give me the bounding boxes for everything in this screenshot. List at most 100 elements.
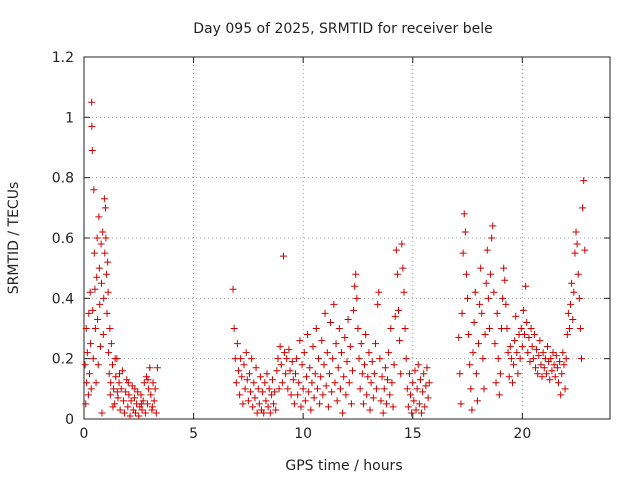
data-point [90, 249, 98, 257]
data-point [500, 264, 508, 272]
data-point [378, 373, 386, 381]
x-tick-label: 20 [513, 426, 531, 442]
data-point [573, 240, 581, 248]
data-point [355, 355, 363, 363]
data-point [151, 385, 159, 393]
data-point [338, 349, 346, 357]
data-point [477, 264, 485, 272]
data-point [381, 364, 389, 372]
data-point [336, 385, 344, 393]
data-point [462, 270, 470, 278]
data-point [389, 403, 397, 411]
data-point [108, 361, 116, 369]
data-point [503, 325, 511, 332]
data-point [339, 409, 347, 417]
data-point [460, 210, 468, 218]
data-point [267, 391, 275, 399]
data-point [85, 309, 93, 317]
data-point [96, 300, 104, 308]
data-point [388, 379, 396, 387]
data-point [332, 340, 340, 348]
data-point [402, 355, 410, 363]
data-point [87, 385, 95, 393]
data-point [137, 391, 145, 399]
data-point [418, 409, 426, 417]
data-point [86, 288, 94, 296]
data-point [111, 400, 119, 408]
data-point [95, 264, 103, 272]
data-point [507, 355, 515, 363]
data-point [351, 282, 359, 290]
data-point [531, 364, 539, 372]
data-point [504, 349, 512, 357]
data-point [578, 355, 586, 363]
data-point [465, 331, 473, 339]
data-point [88, 147, 96, 155]
data-point [564, 309, 572, 317]
data-point [538, 373, 546, 381]
data-point [252, 364, 260, 372]
y-axis-label: SRMTID / TECUs [6, 182, 22, 295]
data-point [579, 204, 587, 212]
data-point [318, 337, 326, 345]
data-point [487, 270, 495, 278]
data-point [255, 400, 263, 408]
data-point [549, 349, 557, 357]
data-point [321, 309, 329, 317]
data-point [233, 340, 241, 348]
data-point [476, 300, 484, 308]
data-point [116, 370, 124, 378]
data-point [352, 270, 360, 278]
data-point [100, 294, 108, 302]
data-point [131, 385, 139, 393]
data-point [556, 358, 564, 366]
data-point [312, 325, 320, 332]
data-point [343, 358, 351, 366]
data-point [409, 379, 417, 387]
data-point [239, 400, 247, 408]
data-point [317, 373, 325, 381]
data-point [457, 400, 465, 408]
data-point [502, 300, 510, 308]
data-point [380, 385, 388, 393]
data-point [481, 331, 489, 339]
data-point [413, 385, 421, 393]
data-point [425, 379, 433, 387]
data-point [278, 379, 286, 387]
data-point [467, 385, 475, 393]
data-point [313, 385, 321, 393]
data-point [396, 337, 404, 345]
data-point [342, 391, 350, 399]
data-point [572, 228, 580, 236]
data-point [384, 376, 392, 384]
data-point [455, 334, 463, 342]
data-point [294, 391, 302, 399]
data-point [93, 273, 101, 281]
data-point [264, 403, 272, 411]
data-point [104, 288, 112, 296]
data-point [142, 373, 150, 381]
data-point [385, 349, 393, 357]
data-point [569, 315, 577, 323]
data-point [464, 294, 472, 302]
data-point [268, 376, 276, 384]
data-point [100, 195, 108, 203]
data-point [134, 388, 142, 396]
data-point [107, 340, 115, 348]
data-point [562, 355, 570, 363]
data-point [112, 373, 120, 381]
data-point [552, 352, 560, 360]
data-point [405, 370, 413, 378]
data-point [138, 406, 146, 414]
data-point [386, 391, 394, 399]
data-point [254, 385, 262, 393]
grid [84, 57, 610, 419]
data-point [397, 370, 405, 378]
data-point [363, 391, 371, 399]
data-point [523, 318, 531, 326]
data-point [243, 376, 251, 384]
data-point [236, 391, 244, 399]
data-point [495, 391, 503, 399]
data-point [528, 343, 536, 351]
data-point [150, 397, 158, 405]
